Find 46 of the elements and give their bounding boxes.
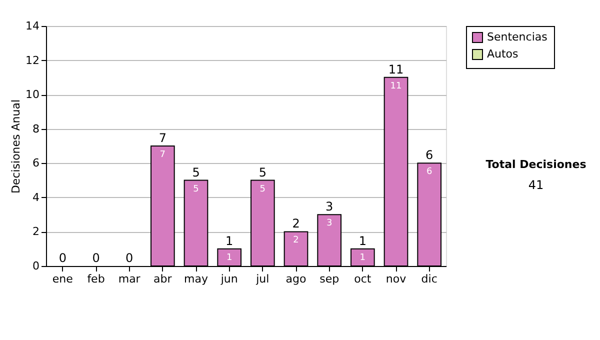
total-label: 0 <box>126 251 134 265</box>
x-tick-label: jul <box>255 272 270 286</box>
y-tick-label: 10 <box>26 88 40 102</box>
legend-label: Sentencias <box>487 30 548 44</box>
y-tick-label: 4 <box>32 190 40 204</box>
data-label: 3 <box>326 218 332 229</box>
y-tick-label: 8 <box>32 122 40 136</box>
total-label: 5 <box>258 165 266 180</box>
x-tick-label: abr <box>154 272 172 286</box>
y-tick-label: 6 <box>32 156 40 170</box>
x-tick-label: nov <box>386 272 407 286</box>
data-label: 6 <box>426 167 432 178</box>
data-label: 5 <box>193 184 199 194</box>
total-label: 1 <box>358 234 366 248</box>
x-tick-label: may <box>184 272 208 286</box>
x-tick-label: oct <box>354 272 372 286</box>
data-label: 7 <box>160 150 166 160</box>
y-tick-label: 12 <box>26 54 40 67</box>
data-label: 1 <box>226 252 232 263</box>
y-tick-label: 0 <box>32 260 40 272</box>
text: Total Decisiones <box>486 158 587 172</box>
text: 41 <box>528 178 544 192</box>
data-label: 5 <box>260 184 266 194</box>
total-label: 1 <box>226 234 234 248</box>
total-label: 0 <box>92 251 100 265</box>
x-tick-label: ago <box>286 272 306 286</box>
total-label: 7 <box>158 131 166 145</box>
total-label: 5 <box>192 165 200 180</box>
x-tick-label: dic <box>421 272 438 286</box>
y-tick-label: 14 <box>26 20 40 32</box>
total-label: 0 <box>58 251 66 265</box>
data-label: 11 <box>390 81 402 92</box>
y-tick-label: 2 <box>32 225 40 238</box>
y-axis-title: Decisiones Anual <box>10 99 23 194</box>
total-label: 11 <box>388 62 404 76</box>
total-label: 2 <box>292 216 300 231</box>
x-tick-label: feb <box>87 272 105 286</box>
legend-label: Autos <box>487 48 519 60</box>
x-tick-label: mar <box>118 272 141 286</box>
data-label: 2 <box>293 236 299 246</box>
x-tick-label: jun <box>220 272 238 286</box>
x-tick-label: ene <box>52 272 74 286</box>
x-tick-label: sep <box>320 272 340 286</box>
total-label: 3 <box>326 200 334 214</box>
data-label: 1 <box>360 252 366 263</box>
total-label: 6 <box>426 148 434 162</box>
